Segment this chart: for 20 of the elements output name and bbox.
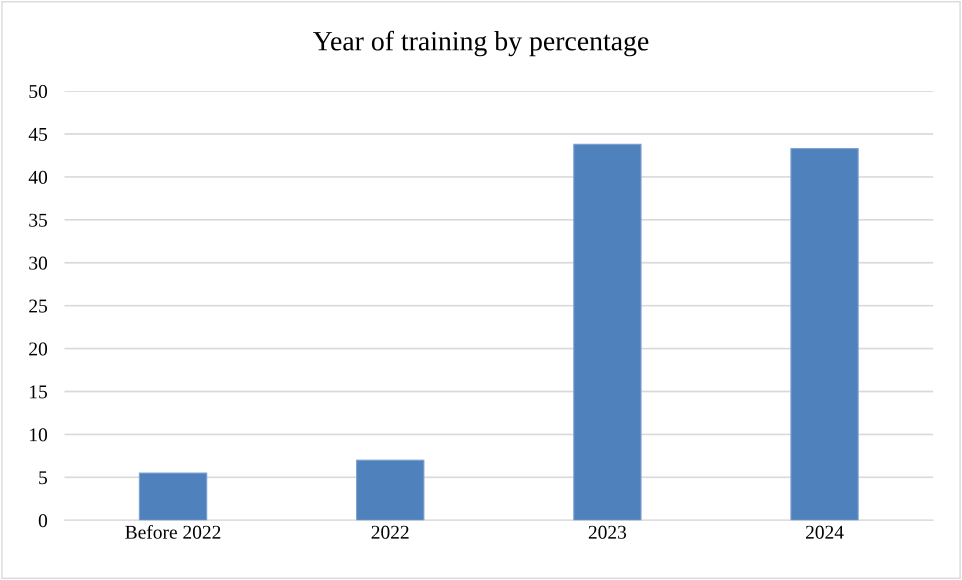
y-tick-label: 35 — [29, 214, 48, 227]
chart-title: Year of training by percentage — [313, 30, 648, 56]
y-tick-label: 20 — [29, 342, 48, 356]
x-tick-label: 2024 — [806, 526, 844, 539]
y-tick-label: 40 — [28, 170, 48, 184]
bar — [138, 472, 208, 520]
bar — [573, 144, 642, 520]
y-tick-label: 45 — [28, 128, 48, 141]
bar — [790, 148, 859, 520]
y-tick-label: 15 — [30, 385, 48, 398]
y-tick-label: 10 — [30, 428, 48, 442]
y-tick-label: 50 — [29, 84, 48, 98]
x-tick-label: 2022 — [372, 526, 409, 539]
x-tick-label: Before 2022 — [125, 524, 220, 539]
y-tick-label: 30 — [29, 256, 48, 270]
y-tick-label: 0 — [38, 514, 48, 528]
y-tick-label: 5 — [39, 471, 48, 484]
bar — [356, 460, 424, 520]
x-tick-label: 2023 — [588, 526, 626, 539]
y-tick-label: 25 — [29, 300, 48, 313]
